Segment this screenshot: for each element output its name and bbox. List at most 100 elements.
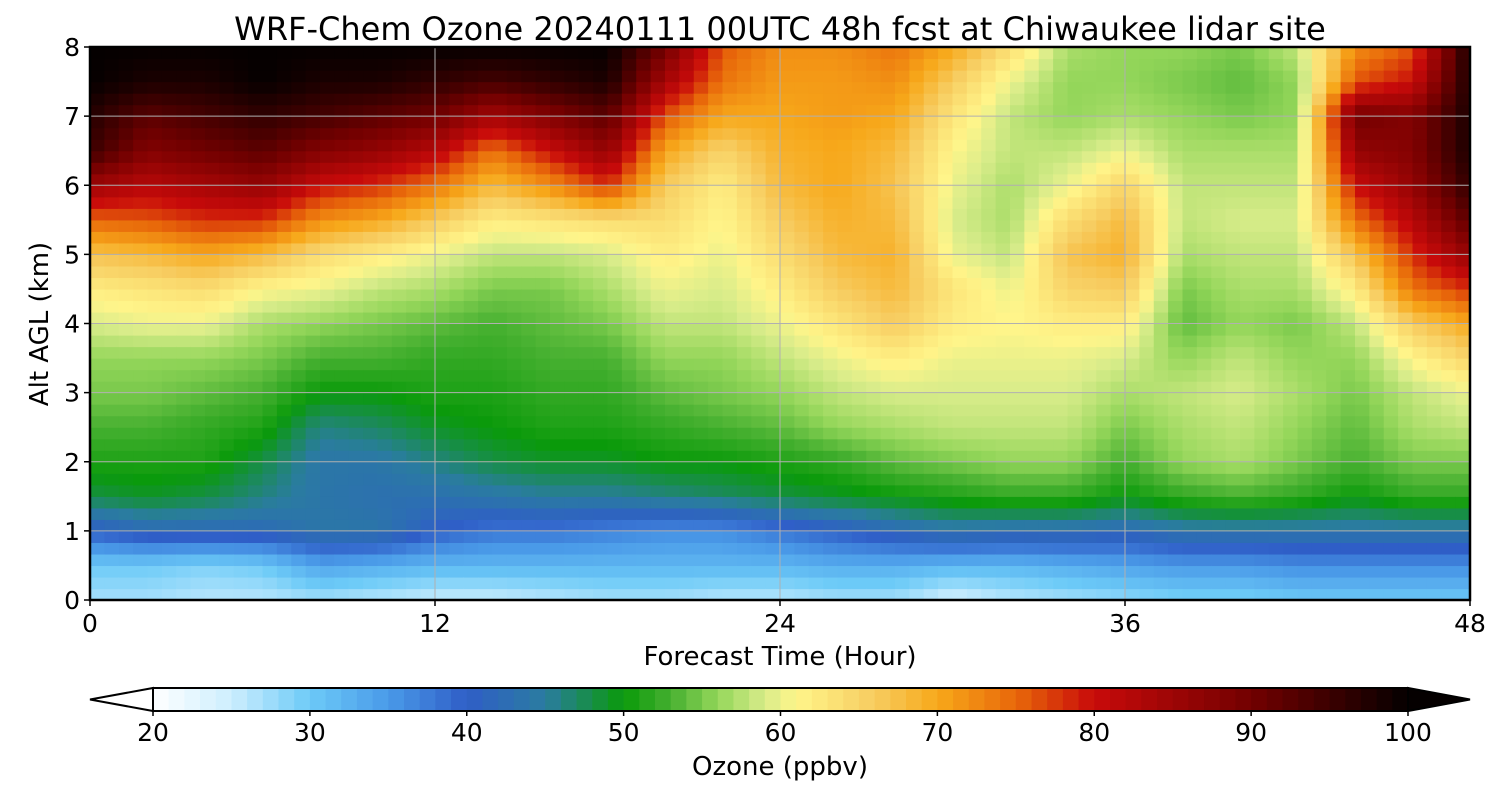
heatmap-cell bbox=[276, 162, 292, 175]
heatmap-cell bbox=[895, 461, 910, 474]
heatmap-cell bbox=[118, 288, 134, 302]
heatmap-cell bbox=[736, 254, 752, 267]
heatmap-cell bbox=[1297, 565, 1313, 578]
heatmap-cell bbox=[1311, 116, 1327, 129]
heatmap-cell bbox=[938, 404, 954, 417]
heatmap-cell bbox=[981, 335, 997, 348]
heatmap-cell bbox=[1211, 277, 1227, 290]
heatmap-cell bbox=[679, 369, 695, 382]
heatmap-cell bbox=[1355, 565, 1370, 578]
heatmap-cell bbox=[1326, 242, 1342, 255]
heatmap-cell bbox=[535, 565, 551, 578]
heatmap-cell bbox=[1225, 542, 1241, 555]
heatmap-cell bbox=[1297, 553, 1313, 567]
heatmap-cell bbox=[1139, 335, 1155, 348]
heatmap-cell bbox=[535, 104, 551, 117]
heatmap-cell bbox=[276, 415, 292, 428]
heatmap-cell bbox=[1240, 254, 1255, 267]
heatmap-cell bbox=[506, 346, 522, 359]
heatmap-cell bbox=[1355, 127, 1370, 140]
heatmap-cell bbox=[334, 139, 350, 152]
heatmap-cell bbox=[248, 81, 264, 94]
heatmap-cell bbox=[1139, 58, 1155, 71]
heatmap-cell bbox=[966, 484, 982, 497]
heatmap-cell bbox=[1297, 461, 1313, 474]
heatmap-cell bbox=[808, 335, 824, 348]
heatmap-cell bbox=[320, 208, 335, 221]
heatmap-cell bbox=[880, 415, 896, 428]
heatmap-cell bbox=[1053, 565, 1069, 578]
heatmap-cell bbox=[1067, 127, 1083, 140]
heatmap-cell bbox=[1383, 311, 1399, 325]
heatmap-cell bbox=[205, 265, 220, 279]
heatmap-cell bbox=[952, 185, 968, 198]
heatmap-cell bbox=[320, 219, 335, 232]
heatmap-cell bbox=[334, 162, 350, 175]
heatmap-cell bbox=[1225, 404, 1241, 417]
heatmap-cell bbox=[751, 311, 767, 325]
heatmap-cell bbox=[478, 104, 494, 117]
heatmap-cell bbox=[90, 185, 105, 198]
heatmap-cell bbox=[1211, 70, 1227, 83]
heatmap-cell bbox=[1139, 265, 1155, 279]
heatmap-cell bbox=[866, 323, 882, 336]
heatmap-cell bbox=[406, 116, 422, 129]
heatmap-cell bbox=[1426, 461, 1442, 474]
heatmap-cell bbox=[621, 335, 637, 348]
heatmap-cell bbox=[435, 139, 450, 152]
heatmap-cell bbox=[1240, 58, 1255, 71]
heatmap-cell bbox=[1225, 196, 1241, 209]
heatmap-cell bbox=[923, 150, 939, 163]
heatmap-cell bbox=[621, 565, 637, 578]
heatmap-cell bbox=[851, 231, 867, 244]
heatmap-cell bbox=[90, 219, 105, 232]
heatmap-cell bbox=[147, 427, 163, 440]
heatmap-cell bbox=[1211, 473, 1227, 486]
heatmap-cell bbox=[219, 254, 235, 267]
heatmap-cell bbox=[966, 277, 982, 290]
heatmap-cell bbox=[1182, 358, 1198, 371]
heatmap-cell bbox=[506, 496, 522, 509]
heatmap-cell bbox=[1412, 58, 1428, 71]
heatmap-cell bbox=[851, 70, 867, 83]
heatmap-cell bbox=[205, 185, 220, 198]
heatmap-cell bbox=[320, 58, 335, 71]
heatmap-cell bbox=[1455, 530, 1471, 543]
heatmap-cell bbox=[665, 415, 680, 428]
heatmap-cell bbox=[233, 58, 249, 71]
heatmap-cell bbox=[1211, 139, 1227, 152]
heatmap-cell bbox=[248, 139, 264, 152]
heatmap-cell bbox=[794, 392, 810, 405]
heatmap-cell bbox=[377, 47, 393, 60]
heatmap-cell bbox=[751, 450, 767, 463]
heatmap-cell bbox=[363, 404, 379, 417]
heatmap-cell bbox=[981, 162, 997, 175]
heatmap-cell bbox=[1125, 300, 1140, 313]
heatmap-cell bbox=[966, 288, 982, 302]
heatmap-cell bbox=[708, 70, 724, 83]
heatmap-cell bbox=[1268, 507, 1284, 520]
heatmap-cell bbox=[1196, 530, 1212, 543]
heatmap-cell bbox=[1153, 104, 1169, 117]
heatmap-cell bbox=[406, 542, 422, 555]
heatmap-cell bbox=[133, 507, 149, 520]
heatmap-cell bbox=[621, 553, 637, 567]
heatmap-cell bbox=[1441, 565, 1457, 578]
heatmap-cell bbox=[391, 173, 407, 186]
heatmap-cell bbox=[895, 392, 910, 405]
heatmap-cell bbox=[248, 369, 264, 382]
heatmap-cell bbox=[1426, 196, 1442, 209]
heatmap-cell bbox=[808, 196, 824, 209]
heatmap-cell bbox=[1096, 427, 1112, 440]
heatmap-cell bbox=[1254, 47, 1270, 60]
heatmap-cell bbox=[1081, 415, 1097, 428]
heatmap-cell bbox=[679, 173, 695, 186]
heatmap-cell bbox=[1182, 346, 1198, 359]
heatmap-cell bbox=[1125, 565, 1140, 578]
heatmap-cell bbox=[1383, 93, 1399, 106]
heatmap-cell bbox=[1369, 93, 1385, 106]
heatmap-cell bbox=[1340, 358, 1356, 371]
heatmap-cell bbox=[1139, 242, 1155, 255]
heatmap-cell bbox=[1412, 576, 1428, 590]
heatmap-cell bbox=[1455, 542, 1471, 555]
